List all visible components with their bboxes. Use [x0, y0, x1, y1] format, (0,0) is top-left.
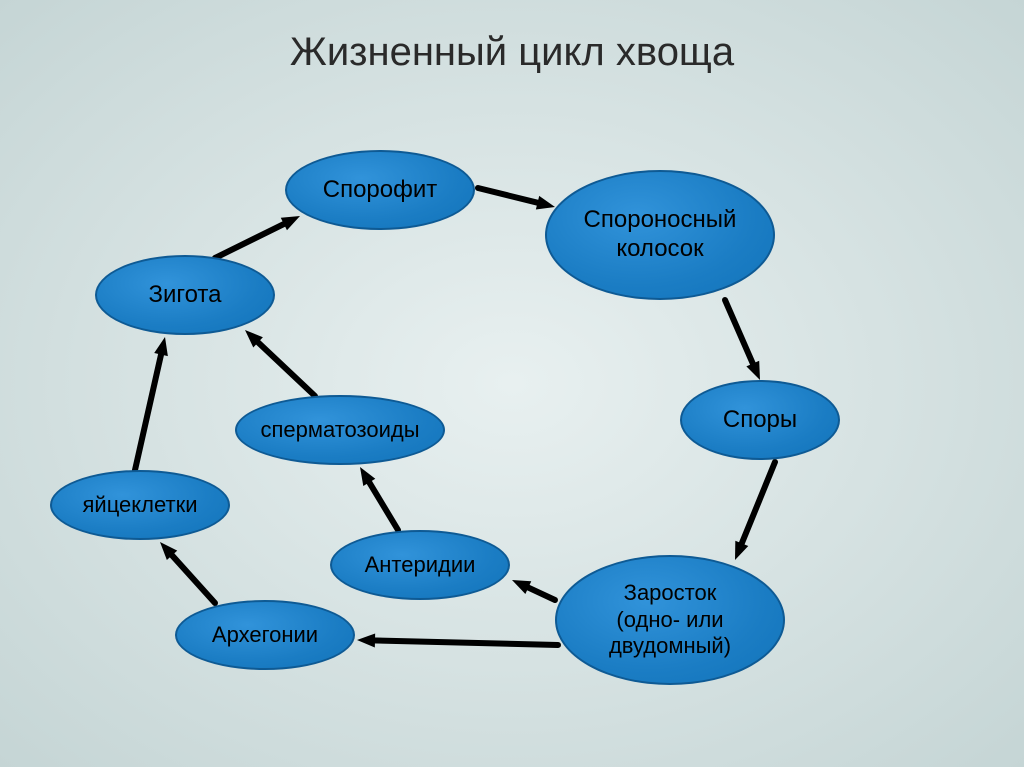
- node-archegonia: Архегонии: [175, 600, 355, 670]
- edge-sporophyte-sporonosny: [478, 188, 555, 209]
- node-label: Антеридии: [365, 552, 476, 578]
- diagram-title: Жизненный цикл хвоща: [0, 30, 1024, 75]
- node-spory: Споры: [680, 380, 840, 460]
- node-zygote: Зигота: [95, 255, 275, 335]
- edge-eggs-zygote: [135, 337, 168, 470]
- node-label: Заросток (одно- или двудомный): [609, 580, 731, 659]
- edge-antheridia-sperm: [360, 467, 398, 530]
- edge-zarostok-antheridia: [512, 580, 555, 600]
- edge-sperm-zygote: [245, 330, 315, 396]
- node-sporonosny: Спороносный колосок: [545, 170, 775, 300]
- node-antheridia: Антеридии: [330, 530, 510, 600]
- node-label: яйцеклетки: [83, 492, 198, 518]
- edge-zarostok-archegonia: [357, 633, 558, 647]
- node-label: Спорофит: [323, 176, 438, 205]
- edges-layer: [0, 0, 1024, 767]
- node-label: сперматозоиды: [260, 417, 419, 443]
- node-eggs: яйцеклетки: [50, 470, 230, 540]
- edge-archegonia-eggs: [160, 542, 215, 603]
- node-label: Архегонии: [212, 622, 318, 648]
- node-label: Споры: [723, 406, 797, 435]
- node-label: Зигота: [148, 281, 221, 310]
- edge-zygote-sporophyte: [215, 216, 300, 258]
- node-label: Спороносный колосок: [584, 206, 737, 264]
- node-zarostok: Заросток (одно- или двудомный): [555, 555, 785, 685]
- edge-spory-zarostok: [735, 462, 775, 560]
- node-sperm: сперматозоиды: [235, 395, 445, 465]
- node-sporophyte: Спорофит: [285, 150, 475, 230]
- edge-sporonosny-spory: [725, 300, 760, 380]
